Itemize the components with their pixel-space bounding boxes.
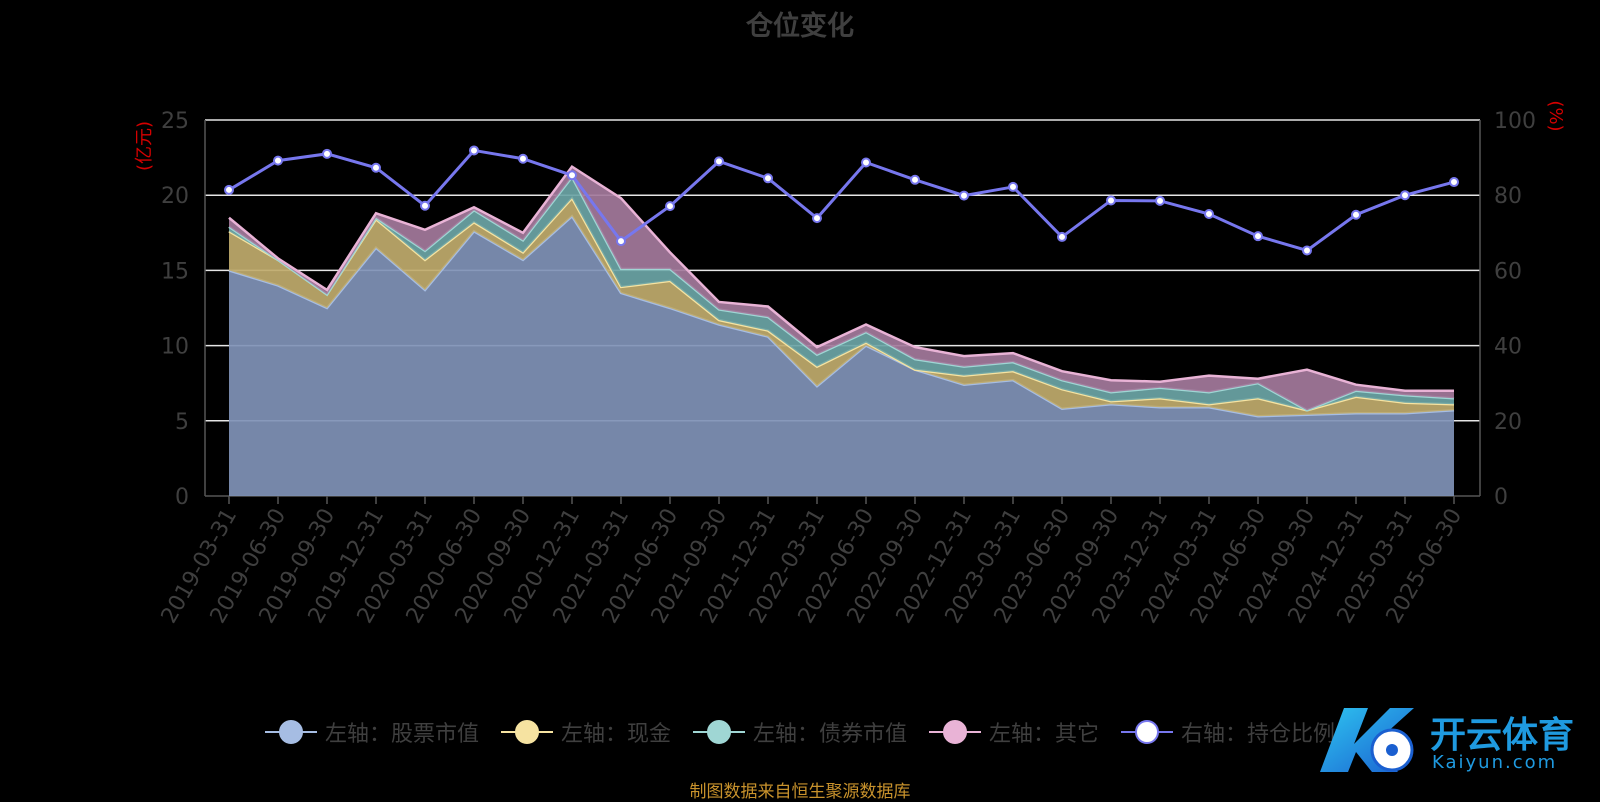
ratio-point [959,190,969,201]
y-right-tick-label: 0 [1494,485,1508,510]
ratio-point [1253,231,1263,242]
ratio-point [714,156,724,167]
legend-marker-bond-icon [692,718,745,746]
source-note: 制图数据来自恒生聚源数据库 [689,782,911,802]
y-left-axis-title: (亿元) [134,121,155,171]
logo-text: 开云体育 [1430,715,1575,756]
ratio-line [228,148,1455,253]
y-left-tick-label: 5 [175,410,189,435]
ratio-point [1449,177,1459,188]
ratio-point [1351,209,1361,220]
ratio-point [371,162,381,173]
legend-marker-stock-icon [264,718,317,746]
legend-label-stock: 左轴：股票市值 [324,722,479,747]
logo-subtext: Kaiyun.com [1432,752,1558,773]
legend-marker-cash-icon [500,718,553,746]
legend-item-bond[interactable]: 左轴：债券市值 [692,716,907,748]
kaiyun-logo-icon [1320,708,1414,772]
chart-title: 仓位变化 [746,11,854,42]
y-right-tick-label: 40 [1494,335,1522,360]
y-left-tick-label: 15 [161,259,189,284]
legend-item-position-ratio[interactable]: 右轴：持仓比例 [1121,716,1335,748]
y-left-tick-label: 0 [175,485,189,510]
y-left-tick-label: 20 [161,184,189,209]
ratio-point [567,170,577,181]
area-4 [229,166,1454,411]
y-left-tick-label: 25 [161,109,189,134]
ratio-point [616,236,626,247]
legend-item-stock[interactable]: 左轴：股票市值 [264,716,479,748]
ratio-point [273,155,283,166]
ratio-point [1008,181,1018,192]
legend-label-position-ratio: 右轴：持仓比例 [1181,722,1336,747]
legend-label-other: 左轴：其它 [989,722,1100,747]
y-right-tick-label: 60 [1494,259,1522,284]
ratio-point [910,174,920,185]
ratio-point [420,200,430,211]
ratio-point [812,213,822,224]
area-3 [229,177,1454,411]
ratio-point [1155,195,1165,206]
y-left-tick-label: 10 [161,335,189,360]
ratio-point [1106,195,1116,206]
ratio-point [1302,245,1312,256]
area-1 [229,216,1454,497]
chart-legend: 左轴：股票市值 左轴：现金 左轴：债券市值 左轴：其它 右轴：持仓比例 [0,716,1600,748]
legend-item-cash[interactable]: 左轴：现金 [500,716,671,748]
ratio-point [224,184,234,195]
ratio-point [861,157,871,168]
legend-label-cash: 左轴：现金 [560,722,671,747]
y-right-tick-label: 100 [1494,109,1536,134]
ratio-point [1400,190,1410,201]
ratio-point [322,148,332,159]
ratio-point [763,173,773,184]
ratio-point [1057,231,1067,242]
legend-marker-other-icon [929,718,981,746]
series-line-4 [228,164,1454,392]
y-right-axis-title: (%) [1545,100,1566,131]
ratio-point [469,145,479,156]
legend-label-bond: 左轴：债券市值 [752,722,907,747]
y-right-tick-label: 80 [1494,184,1522,209]
ratio-point [1204,209,1214,219]
y-right-tick-label: 20 [1494,410,1522,435]
ratio-point [665,201,675,212]
legend-marker-ratio-icon [1121,718,1174,746]
legend-item-other[interactable]: 左轴：其它 [929,716,1099,748]
ratio-point [518,153,528,164]
